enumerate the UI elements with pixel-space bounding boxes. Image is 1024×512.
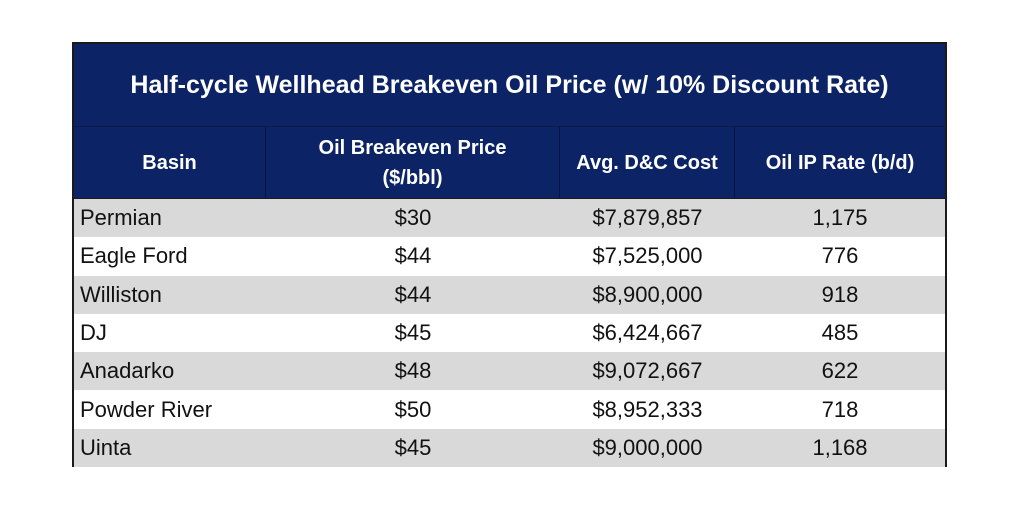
cell-breakeven: $30 — [394, 205, 432, 231]
header-row: Basin Oil Breakeven Price ($/bbl) Avg. D… — [74, 127, 945, 199]
cell-dc-cost: $7,525,000 — [592, 243, 703, 269]
header-dc-cost: Avg. D&C Cost — [560, 127, 735, 198]
cell-dc-cost: $8,952,333 — [592, 396, 703, 422]
cell-ip-rate: 918 — [821, 281, 859, 307]
table-row: Powder River $50 $8,952,333 718 — [74, 390, 945, 428]
table-row: Permian $30 $7,879,857 1,175 — [74, 199, 945, 238]
cell-ip-rate: 1,168 — [812, 434, 868, 460]
cell-dc-cost: $9,000,000 — [592, 434, 703, 460]
cell-dc-cost: $7,879,857 — [592, 205, 703, 231]
table-title: Half-cycle Wellhead Breakeven Oil Price … — [74, 44, 945, 127]
table-row: DJ $45 $6,424,667 485 — [74, 314, 945, 352]
header-ip-rate: Oil IP Rate (b/d) — [765, 151, 915, 174]
cell-ip-rate: 718 — [821, 396, 859, 422]
cell-basin: DJ — [80, 320, 107, 346]
cell-dc-cost: $6,424,667 — [592, 320, 703, 346]
table-row: Uinta $45 $9,000,000 1,168 — [74, 428, 945, 468]
cell-basin: Powder River — [80, 396, 213, 422]
cell-ip-rate: 622 — [821, 358, 859, 384]
breakeven-table: Half-cycle Wellhead Breakeven Oil Price … — [72, 42, 947, 468]
cell-ip-rate: 1,175 — [812, 205, 868, 231]
table-row: Williston $44 $8,900,000 918 — [74, 275, 945, 314]
header-breakeven-line2: ($/bbl) — [382, 166, 443, 189]
cell-ip-rate: 485 — [821, 320, 859, 346]
header-breakeven-line1: Oil Breakeven Price — [318, 136, 507, 159]
cell-breakeven: $45 — [394, 320, 432, 346]
cell-basin: Eagle Ford — [80, 243, 188, 269]
table-row: Eagle Ford $44 $7,525,000 776 — [74, 237, 945, 275]
cell-ip-rate: 776 — [821, 243, 859, 269]
header-basin: Basin — [74, 127, 266, 198]
cell-breakeven: $44 — [394, 281, 432, 307]
table-row: Anadarko $48 $9,072,667 622 — [74, 352, 945, 391]
cell-basin: Permian — [80, 205, 162, 231]
cell-breakeven: $48 — [394, 358, 432, 384]
cell-breakeven: $45 — [394, 434, 432, 460]
cell-basin: Uinta — [80, 434, 132, 460]
cell-basin: Williston — [80, 281, 162, 307]
cell-breakeven: $50 — [394, 396, 432, 422]
cell-basin: Anadarko — [80, 358, 175, 384]
cell-dc-cost: $8,900,000 — [592, 281, 703, 307]
cell-breakeven: $44 — [394, 243, 432, 269]
header-breakeven: Oil Breakeven Price ($/bbl) — [266, 127, 560, 198]
cell-dc-cost: $9,072,667 — [592, 358, 703, 384]
